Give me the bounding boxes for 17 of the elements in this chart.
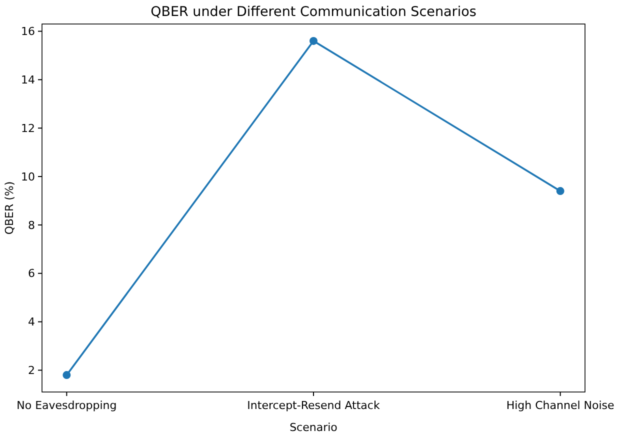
y-tick-label: 8 <box>28 218 35 232</box>
y-tick-label: 4 <box>28 316 35 329</box>
x-tick-label: Intercept-Resend Attack <box>247 399 380 412</box>
chart-title: QBER under Different Communication Scenarios <box>150 4 476 20</box>
x-tick-label: No Eavesdropping <box>16 399 117 412</box>
x-axis-title: Scenario <box>290 421 338 434</box>
y-tick-label: 14 <box>21 74 35 87</box>
y-tick-label: 12 <box>21 122 35 135</box>
point <box>62 371 71 380</box>
y-tick-label: 6 <box>28 267 35 280</box>
y-axis-title: QBER (%) <box>3 181 16 235</box>
x-tick-label: High Channel Noise <box>506 399 615 412</box>
y-tick-label: 10 <box>21 170 35 184</box>
y-tick-label: 16 <box>21 25 35 38</box>
point <box>310 36 318 45</box>
y-tick-label: 2 <box>28 364 35 378</box>
point <box>556 187 564 196</box>
